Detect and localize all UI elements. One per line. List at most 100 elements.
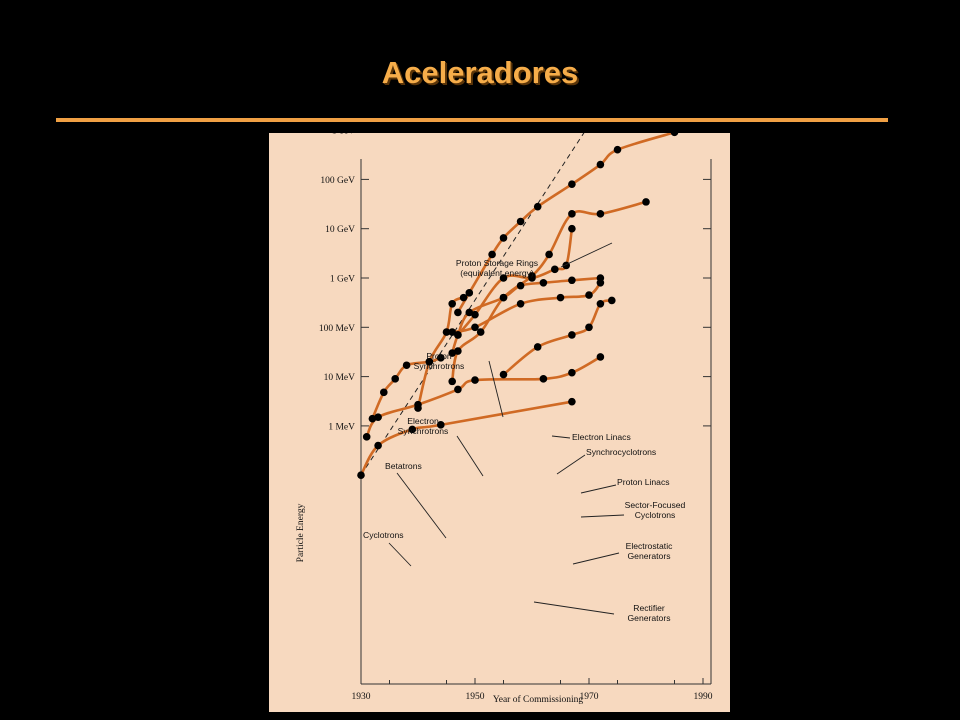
data-point-sector-focused-cyclotrons [568, 331, 576, 339]
x-tick-label: 1930 [352, 692, 371, 702]
annotation-proton-synch: Proton [426, 351, 452, 361]
annotation-leader-rectifier [533, 601, 615, 615]
annotation-leader-cyclotrons [388, 542, 412, 567]
annotation-betatrons: Betatrons [385, 461, 422, 471]
data-point-sector-focused-cyclotrons [608, 296, 616, 305]
trend-line [360, 133, 585, 476]
data-point-electron-synchrotrons [545, 250, 553, 259]
data-point-electron-synchrotrons [596, 210, 605, 218]
data-point-sector-focused-cyclotrons [499, 370, 508, 379]
series-line-proton-synchrotrons [456, 133, 676, 314]
data-point-rectifier-generators [437, 421, 445, 429]
data-point-proton-synchrotrons [670, 133, 679, 137]
data-point-proton-linacs [556, 293, 565, 302]
y-tick-label: 100 GeV [320, 176, 355, 186]
y-tick-label: 10 GeV [325, 225, 355, 235]
title-divider [56, 118, 888, 122]
data-point-cyclotrons [368, 414, 377, 423]
data-point-electrostatic-generators [568, 368, 576, 377]
annotation-leader-electron-synch [456, 435, 484, 477]
data-point-synchrocyclotrons [448, 349, 456, 357]
annotation-leader-proton-storage [560, 242, 613, 268]
data-point-proton-synchrotrons [613, 145, 622, 154]
data-point-electron-linacs [568, 224, 576, 233]
data-point-electrostatic-generators [374, 413, 382, 422]
data-point-proton-synchrotrons [516, 217, 525, 226]
annotation-rectifier: Rectifier [633, 603, 665, 613]
data-point-betatrons [448, 299, 456, 308]
data-point-electron-linacs [551, 265, 559, 274]
data-point-proton-synchrotrons [488, 250, 496, 259]
accelerator-chart: 1 MeV 10 MeV 100 MeV 1 GeV 10 GeV 100 GeV 1 Te… [269, 133, 730, 712]
y-tick-label: 10 MeV [324, 373, 356, 383]
data-point-cyclotrons [437, 354, 445, 362]
annotation-proton-synch: Synchrotrons [414, 361, 465, 371]
data-point-synchrocyclotrons [539, 278, 548, 287]
data-point-betatrons [425, 357, 434, 366]
data-point-proton-synchrotrons [465, 289, 474, 297]
data-point-betatrons [414, 404, 422, 412]
data-point-electrostatic-generators [454, 385, 462, 394]
data-point-synchrocyclotrons [454, 331, 462, 339]
annotation-electron-synch: Synchrotrons [398, 426, 449, 436]
data-point-proton-linacs [471, 323, 479, 332]
annotation-electron-linacs: Electron Linacs [572, 432, 631, 442]
annotation-sector-focused: Cyclotrons [635, 510, 676, 520]
data-point-betatrons [442, 328, 451, 336]
data-point-proton-linacs [516, 299, 525, 308]
data-point-betatrons [459, 293, 468, 302]
data-point-electron-synchrotrons [454, 347, 462, 355]
annotations: Proton Storage Rings(equivalent energy) P… [363, 242, 686, 623]
x-tick-label: 1990 [694, 692, 713, 702]
data-point-sector-focused-cyclotrons [585, 323, 593, 332]
data-point-electron-synchrotrons [642, 198, 650, 206]
annotation-synchrocyclotrons: Synchrocyclotrons [586, 447, 656, 457]
annotation-proton-storage: Proton Storage Rings [456, 258, 538, 268]
y-tick-label: 1 MeV [328, 422, 355, 432]
data-point-proton-synchrotrons [596, 160, 605, 169]
series-line-sector-focused-cyclotrons [502, 299, 614, 376]
data-point-electron-linacs [471, 310, 479, 319]
data-point-electrostatic-generators [539, 375, 548, 383]
slide-title: Aceleradores [381, 55, 579, 90]
series-line-electron-synchrotrons [450, 200, 648, 383]
x-tick-label: 1970 [580, 692, 599, 702]
data-point-synchrocyclotrons [516, 281, 525, 290]
data-point-synchrocyclotrons [568, 276, 576, 285]
data-point-proton-synchrotrons [568, 180, 576, 188]
annotation-leader-electrostatic [572, 552, 620, 565]
data-point-electrostatic-generators [362, 433, 371, 441]
data-point-synchrocyclotrons [499, 293, 508, 302]
data-point-proton-linacs [585, 291, 593, 299]
data-point-electrostatic-generators [596, 353, 605, 361]
data-point-sector-focused-cyclotrons [596, 299, 605, 308]
data-point-proton-synchrotrons [454, 308, 462, 317]
data-point-electron-linacs [528, 274, 536, 282]
y-tick-label: 1 TeV [332, 133, 355, 137]
data-point-rectifier-generators [357, 471, 365, 480]
annotation-electrostatic: Generators [628, 551, 671, 561]
data-point-rectifier-generators [408, 425, 417, 434]
annotation-leader-sector-focused [580, 514, 625, 518]
data-point-proton-synchrotrons [533, 202, 542, 211]
series-points [357, 133, 679, 480]
data-point-electrostatic-generators [471, 376, 479, 384]
data-point-synchrocyclotrons [465, 308, 474, 317]
y-tick-label: 1 GeV [330, 275, 355, 285]
annotation-electrostatic: Electrostatic [626, 541, 674, 551]
data-point-cyclotrons [391, 375, 399, 383]
axes: 1 MeV 10 MeV 100 MeV 1 GeV 10 GeV 100 GeV 1 Te… [319, 133, 713, 702]
y-tick-label: 100 MeV [319, 324, 355, 334]
data-point-rectifier-generators [568, 397, 576, 406]
annotation-proton-linacs: Proton Linacs [617, 477, 670, 487]
data-point-cyclotrons [402, 361, 411, 370]
annotation-sector-focused: Sector-Focused [625, 500, 686, 510]
annotation-leader-proton-linacs [580, 484, 617, 494]
data-point-sector-focused-cyclotrons [533, 343, 542, 351]
data-point-proton-synchrotrons [499, 234, 508, 242]
data-point-rectifier-generators [374, 441, 382, 450]
data-point-electron-synchrotrons [476, 328, 485, 336]
x-tick-label: 1950 [466, 692, 485, 702]
annotation-rectifier: Generators [628, 613, 671, 623]
annotation-cyclotrons: Cyclotrons [363, 530, 404, 540]
